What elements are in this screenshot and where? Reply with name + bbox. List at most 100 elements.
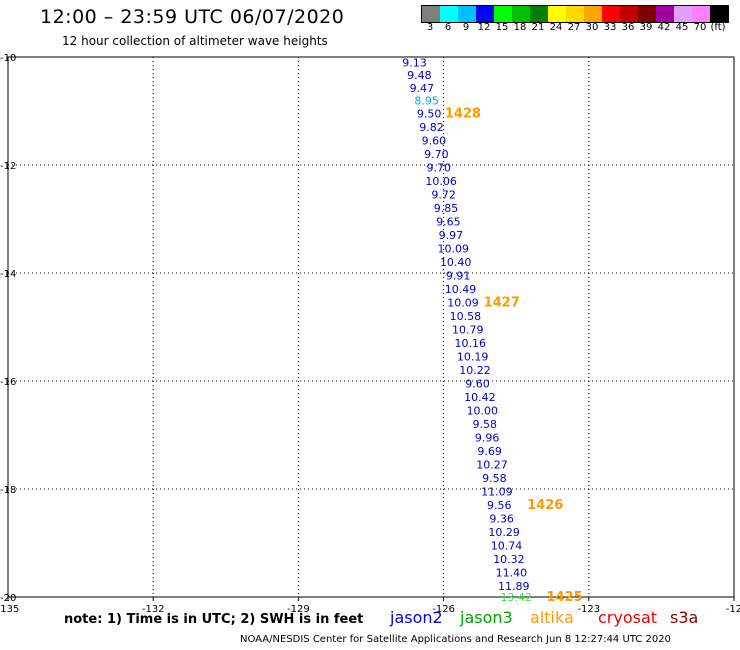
time-label: 1426 [527,498,563,513]
colorbar-swatch [422,6,440,22]
x-tick-label: -135 [0,604,19,615]
y-tick-label: -18 [0,485,16,496]
legend-entry: s3a [670,608,699,627]
data-point-label: 9.47 [410,82,435,95]
colorbar-label: (ft) [710,22,726,33]
data-point-label: 9.56 [487,499,512,512]
legend-entry: altika [530,608,574,627]
colorbar-swatch [656,6,674,22]
colorbar-swatch [548,6,566,22]
data-point-label: 10.42 [464,391,496,404]
colorbar-swatch [638,6,656,22]
colorbar-label: 3 [426,22,434,33]
data-point-label: 10.00 [467,405,499,418]
colorbar-swatch [620,6,638,22]
data-point-label: 9.69 [477,445,502,458]
data-point-label: 10.29 [488,526,520,539]
y-tick-label: -14 [0,269,16,280]
data-point-label: 9.85 [434,202,459,215]
y-tick-label: -20 [0,593,16,604]
chart-title: 12:00 – 23:59 UTC 06/07/2020 [40,6,345,28]
colorbar-label: 30 [585,22,599,33]
data-point-label: 9.65 [436,216,461,229]
data-point-label: 10.16 [454,337,486,350]
data-point-label: 9.96 [475,432,500,445]
plot-frame [7,56,735,598]
y-tick-label: -10 [0,53,16,64]
colorbar-swatch [566,6,584,22]
colorbar-labels: 3 6 9 12 15 18 21 24 27 30 33 36 39 42 45 70 (ft) [421,22,727,34]
data-point-label: 10.32 [493,553,525,566]
time-label: 1425 [547,590,583,605]
data-point-label: 10.09 [438,243,470,256]
colorbar-swatch [584,6,602,22]
data-point-label: 10.74 [491,540,523,553]
legend-entry: jason2 [390,608,443,627]
data-point-label: 10.19 [457,351,489,364]
legend-entry: cryosat [598,608,658,627]
data-point-label: 9.13 [402,56,427,69]
colorbar-label: 6 [444,22,452,33]
data-point-label: 10.40 [440,256,472,269]
colorbar-swatch [710,6,728,22]
data-point-label: 11.89 [498,580,530,593]
data-point-label: 9.60 [465,378,490,391]
x-tick-label: -132 [142,604,165,615]
data-point-label: 9.36 [489,513,514,526]
data-point-label: 10.06 [425,175,457,188]
data-point-label: 10.49 [445,283,477,296]
colorbar-swatch [692,6,710,22]
colorbar-label: 21 [531,22,545,33]
y-tick-label: -12 [0,161,16,172]
colorbar-label: 24 [549,22,563,33]
colorbar-swatch [440,6,458,22]
data-point-label: 9.97 [439,229,464,242]
colorbar-label: 15 [495,22,509,33]
data-point-label: 9.70 [427,162,452,175]
colorbar-label: 27 [567,22,581,33]
colorbar-label: 39 [639,22,653,33]
colorbar-label: 12 [477,22,491,33]
data-point-label: 9.82 [419,121,444,134]
colorbar-swatch [674,6,692,22]
colorbar-swatch [494,6,512,22]
x-tick-label: -12 [726,604,740,615]
data-point-label: 9.58 [472,418,497,431]
x-tick-label: -126 [432,604,455,615]
data-point-label: 10.27 [476,459,508,472]
colorbar-swatch [530,6,548,22]
colorbar-label: 42 [657,22,671,33]
colorbar-swatch [512,6,530,22]
x-tick-label: -129 [287,604,310,615]
y-tick-label: -16 [0,377,16,388]
colorbar-label: 36 [621,22,635,33]
colorbar-label: 9 [462,22,470,33]
data-point-label: 10.09 [447,297,479,310]
colorbar-swatch [602,6,620,22]
colorbar-swatch [458,6,476,22]
colorbar [421,5,729,23]
data-point-label: 9.50 [417,108,442,121]
x-tick-label: -123 [577,604,600,615]
legend-entry: jason3 [460,608,513,627]
data-point-label: 11.40 [496,567,528,580]
colorbar-label: 70 [693,22,707,33]
credit-text: NOAA/NESDIS Center for Satellite Applica… [240,634,671,645]
time-label: 1427 [484,296,520,311]
data-point-label: 9.91 [446,270,471,283]
time-label: 1428 [445,107,481,122]
colorbar-label: 18 [513,22,527,33]
data-point-label: 9.48 [407,69,432,82]
data-point-label: 10.58 [450,310,482,323]
data-point-label: 13.42 [500,591,532,604]
data-point-label: 9.58 [482,472,507,485]
note-text: note: 1) Time is in UTC; 2) SWH is in fe… [64,612,364,627]
data-point-label: 9.60 [422,135,447,148]
colorbar-label: 33 [603,22,617,33]
chart-subtitle: 12 hour collection of altimeter wave hei… [62,34,328,48]
data-point-label: 9.70 [424,148,449,161]
data-point-label: 9.72 [431,189,456,202]
colorbar-swatch [476,6,494,22]
data-point-label: 8.95 [414,95,439,108]
